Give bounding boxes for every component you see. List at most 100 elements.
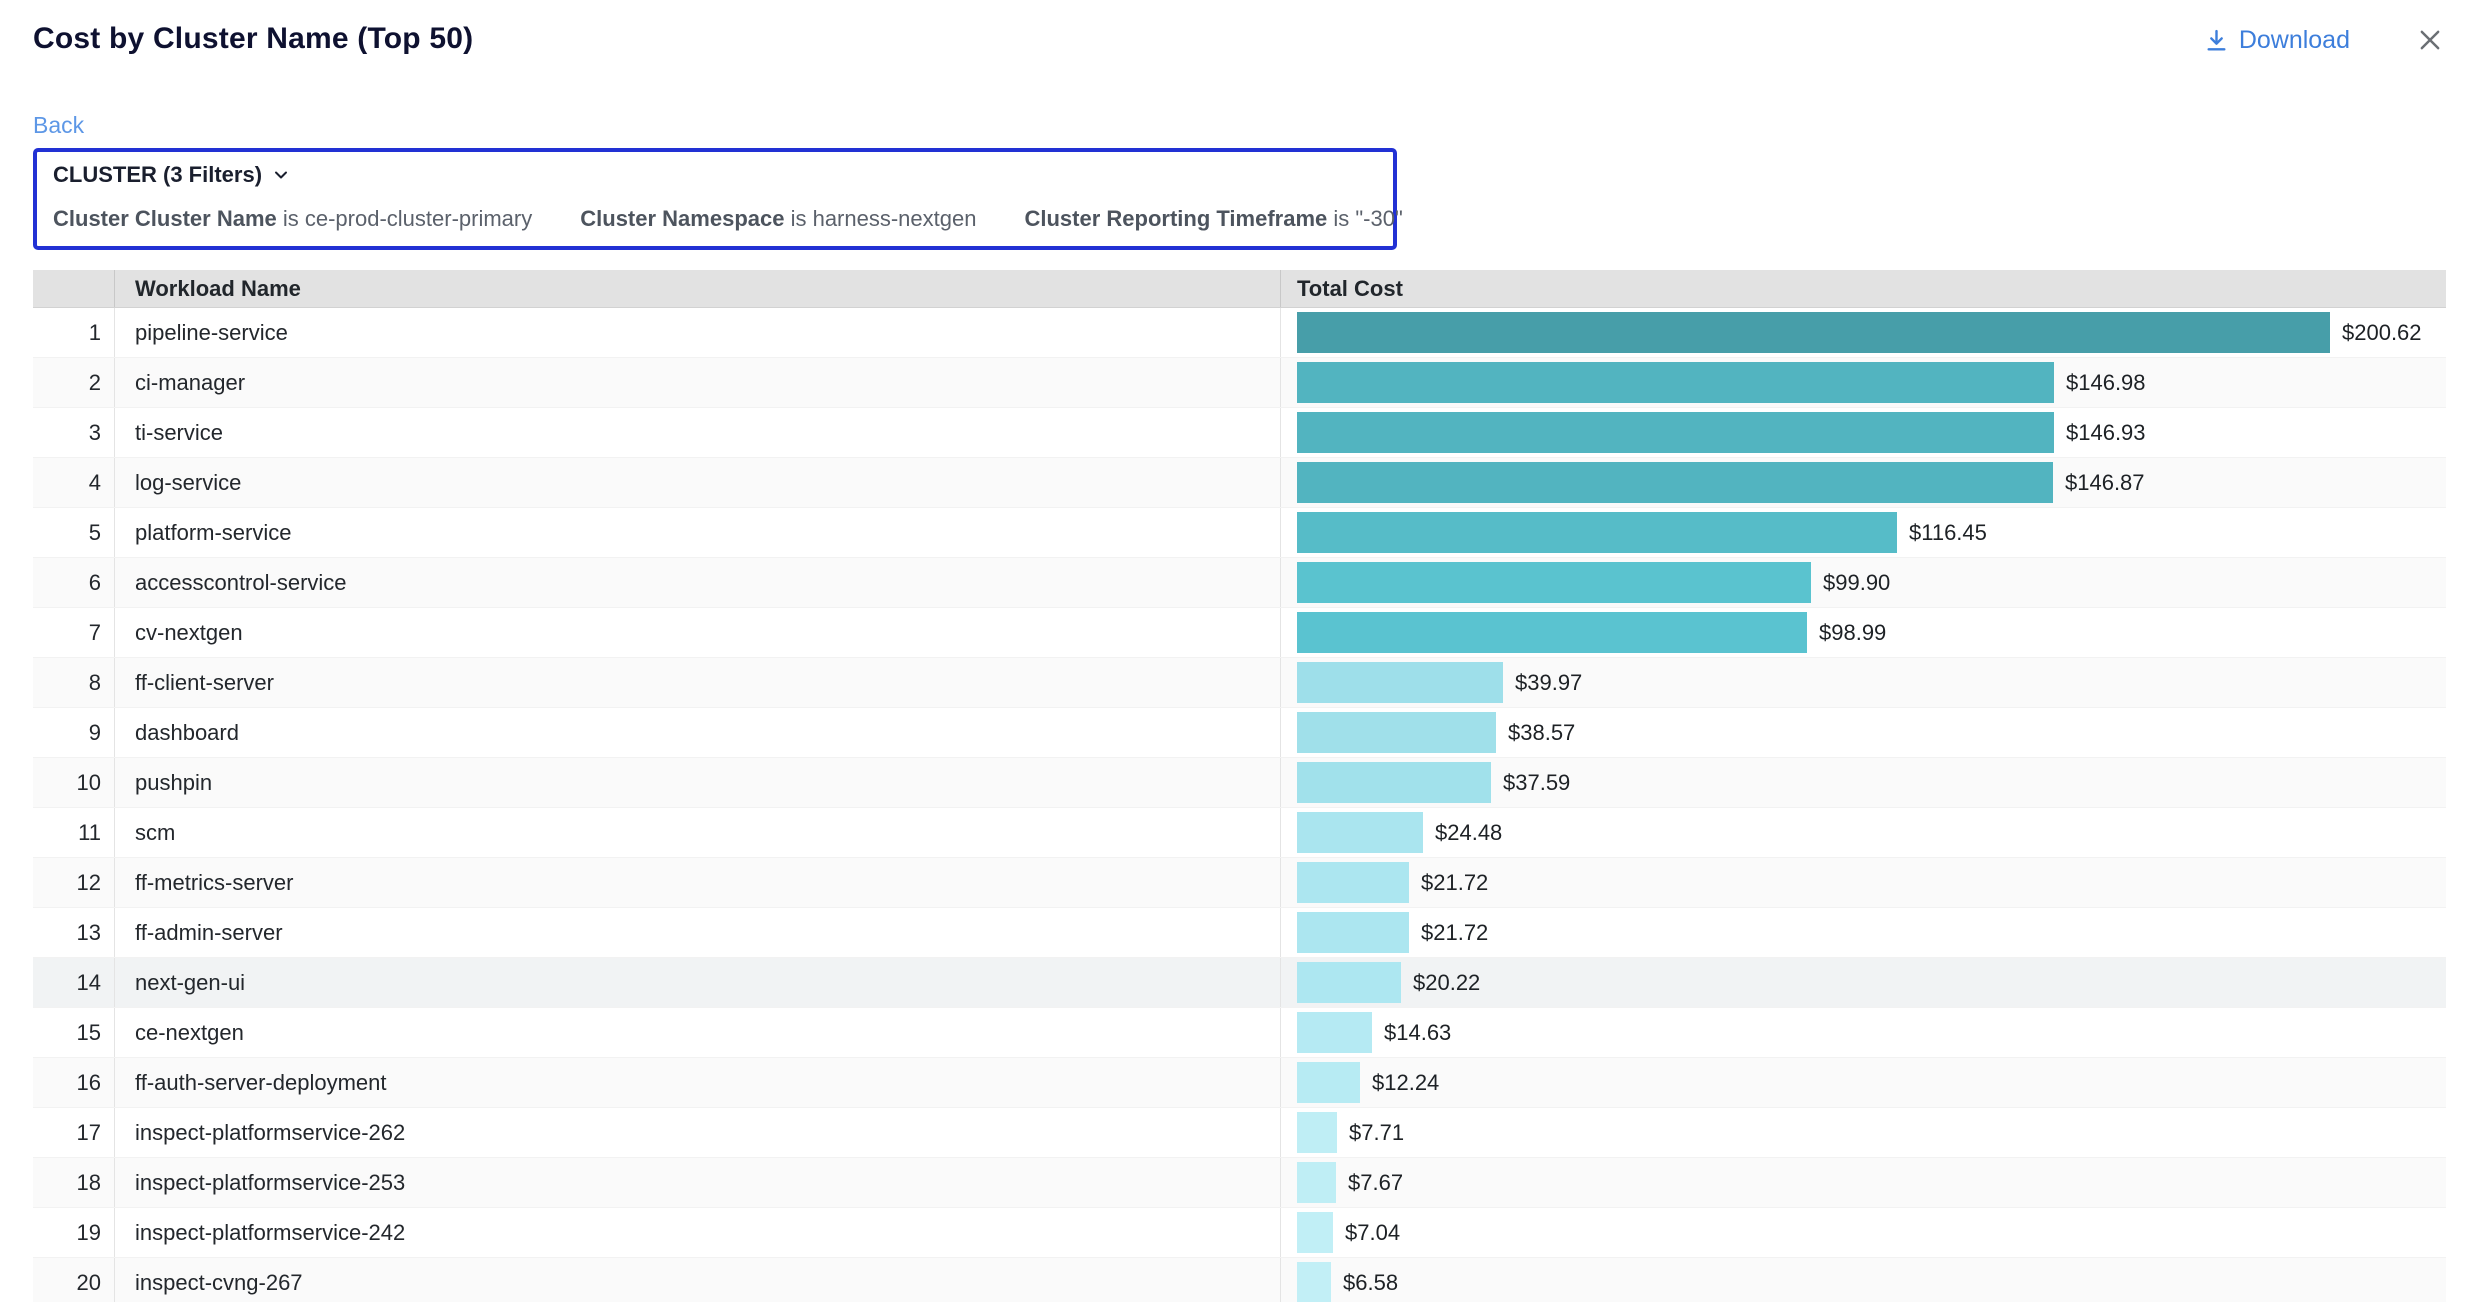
filter-field-label: Cluster Reporting Timeframe bbox=[1024, 206, 1328, 231]
cost-cell: $7.71 bbox=[1280, 1108, 2446, 1157]
cost-bar bbox=[1297, 1112, 1337, 1153]
row-rank: 8 bbox=[88, 669, 101, 695]
table-row: 2 ci-manager $146.98 bbox=[33, 358, 2446, 408]
cost-bar bbox=[1297, 762, 1491, 803]
filter-conditions: Cluster Cluster Name is ce-prod-cluster-… bbox=[53, 206, 1403, 232]
cost-value: $21.72 bbox=[1421, 919, 1489, 945]
table-row: 17 inspect-platformservice-262 $7.71 bbox=[33, 1108, 2446, 1158]
filter-group-toggle[interactable]: CLUSTER (3 Filters) bbox=[53, 162, 291, 188]
cost-bar bbox=[1297, 812, 1423, 853]
cost-value: $20.22 bbox=[1413, 969, 1481, 995]
row-rank: 13 bbox=[76, 919, 101, 945]
filter-field-label: Cluster Cluster Name bbox=[53, 206, 277, 231]
workload-name: inspect-platformservice-262 bbox=[114, 1108, 1280, 1157]
cost-bar bbox=[1297, 462, 2053, 503]
row-rank: 15 bbox=[76, 1019, 101, 1045]
cost-bar bbox=[1297, 312, 2330, 353]
cost-bar bbox=[1297, 912, 1409, 953]
workload-name: platform-service bbox=[114, 508, 1280, 557]
table-row: 4 log-service $146.87 bbox=[33, 458, 2446, 508]
row-rank: 10 bbox=[76, 769, 101, 795]
workload-name: log-service bbox=[114, 458, 1280, 507]
cost-value: $200.62 bbox=[2342, 319, 2422, 345]
table-row: 6 accesscontrol-service $99.90 bbox=[33, 558, 2446, 608]
filter-field-label: Cluster Namespace bbox=[580, 206, 785, 231]
workload-name: cv-nextgen bbox=[114, 608, 1280, 657]
cost-value: $98.99 bbox=[1819, 619, 1887, 645]
row-rank: 1 bbox=[88, 319, 101, 345]
workload-name: ff-client-server bbox=[114, 658, 1280, 707]
table-row: 5 platform-service $116.45 bbox=[33, 508, 2446, 558]
row-rank: 17 bbox=[76, 1119, 101, 1145]
row-rank: 19 bbox=[76, 1219, 101, 1245]
cost-value: $146.93 bbox=[2066, 419, 2146, 445]
cost-bar bbox=[1297, 412, 2054, 453]
cost-value: $37.59 bbox=[1503, 769, 1571, 795]
close-button[interactable] bbox=[2414, 24, 2446, 56]
download-button[interactable]: Download bbox=[2204, 26, 2350, 55]
cost-value: $21.72 bbox=[1421, 869, 1489, 895]
cost-cell: $24.48 bbox=[1280, 808, 2446, 857]
row-rank: 16 bbox=[76, 1069, 101, 1095]
table-header: Workload Name Total Cost bbox=[33, 270, 2446, 308]
cost-value: $12.24 bbox=[1372, 1069, 1440, 1095]
table-row: 11 scm $24.48 bbox=[33, 808, 2446, 858]
table-row: 18 inspect-platformservice-253 $7.67 bbox=[33, 1158, 2446, 1208]
cost-bar bbox=[1297, 612, 1807, 653]
row-rank: 11 bbox=[78, 819, 101, 845]
cost-value: $99.90 bbox=[1823, 569, 1891, 595]
cost-cell: $7.04 bbox=[1280, 1208, 2446, 1257]
back-link[interactable]: Back bbox=[33, 112, 85, 138]
total-cost-column-header: Total Cost bbox=[1280, 270, 2446, 307]
cost-bar bbox=[1297, 1062, 1360, 1103]
table-row: 20 inspect-cvng-267 $6.58 bbox=[33, 1258, 2446, 1302]
filter-condition-text: is harness-nextgen bbox=[784, 206, 977, 231]
cost-value: $116.45 bbox=[1909, 519, 1987, 545]
cost-cell: $39.97 bbox=[1280, 658, 2446, 707]
cost-value: $146.98 bbox=[2066, 369, 2146, 395]
row-rank: 18 bbox=[76, 1169, 101, 1195]
table-row: 7 cv-nextgen $98.99 bbox=[33, 608, 2446, 658]
cost-cell: $37.59 bbox=[1280, 758, 2446, 807]
cost-cell: $146.87 bbox=[1280, 458, 2446, 507]
cost-value: $7.04 bbox=[1345, 1219, 1401, 1245]
cost-bar bbox=[1297, 362, 2054, 403]
chevron-down-icon bbox=[271, 165, 291, 185]
cost-bar bbox=[1297, 712, 1496, 753]
rank-column-header bbox=[33, 270, 114, 307]
table-row: 19 inspect-platformservice-242 $7.04 bbox=[33, 1208, 2446, 1258]
cost-value: $7.71 bbox=[1349, 1119, 1405, 1145]
table-row: 15 ce-nextgen $14.63 bbox=[33, 1008, 2446, 1058]
workload-name: pushpin bbox=[114, 758, 1280, 807]
cost-cell: $116.45 bbox=[1280, 508, 2446, 557]
row-rank: 20 bbox=[76, 1269, 101, 1295]
row-rank: 2 bbox=[88, 369, 101, 395]
cost-bar bbox=[1297, 962, 1401, 1003]
row-rank: 9 bbox=[88, 719, 101, 745]
cost-value: $39.97 bbox=[1515, 669, 1583, 695]
header-actions: Download bbox=[2204, 24, 2446, 56]
filter-condition: Cluster Namespace is harness-nextgen bbox=[580, 206, 976, 232]
table-row: 1 pipeline-service $200.62 bbox=[33, 308, 2446, 358]
cost-value: $24.48 bbox=[1435, 819, 1503, 845]
filter-group-label: CLUSTER (3 Filters) bbox=[53, 162, 263, 187]
cost-cell: $146.98 bbox=[1280, 358, 2446, 407]
cost-cell: $200.62 bbox=[1280, 308, 2446, 357]
workload-name: inspect-cvng-267 bbox=[114, 1258, 1280, 1302]
cost-cell: $20.22 bbox=[1280, 958, 2446, 1007]
row-rank: 6 bbox=[88, 569, 101, 595]
cost-cell: $146.93 bbox=[1280, 408, 2446, 457]
cost-bar bbox=[1297, 562, 1811, 603]
workload-name: inspect-platformservice-253 bbox=[114, 1158, 1280, 1207]
filter-condition-text: is "-30" bbox=[1327, 206, 1403, 231]
workload-name: ti-service bbox=[114, 408, 1280, 457]
cost-cell: $6.58 bbox=[1280, 1258, 2446, 1302]
cost-cell: $38.57 bbox=[1280, 708, 2446, 757]
cost-table: Workload Name Total Cost 1 pipeline-serv… bbox=[33, 270, 2446, 1302]
cost-bar bbox=[1297, 512, 1897, 553]
workload-name: accesscontrol-service bbox=[114, 558, 1280, 607]
filter-condition: Cluster Reporting Timeframe is "-30" bbox=[1024, 206, 1402, 232]
cost-bar bbox=[1297, 862, 1409, 903]
download-label: Download bbox=[2238, 25, 2350, 54]
cost-cell: $7.67 bbox=[1280, 1158, 2446, 1207]
